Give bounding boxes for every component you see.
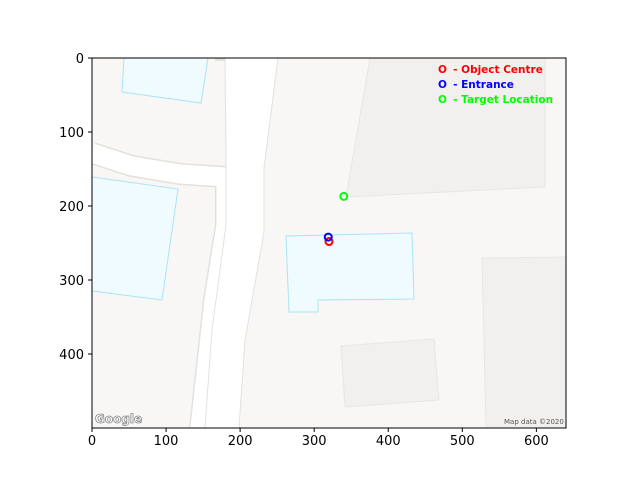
x-tick-label: 200	[228, 434, 253, 449]
legend-label: - Target Location	[453, 94, 553, 106]
plot-frame	[91, 57, 567, 429]
map-attribution: Map data ©2020	[504, 418, 564, 426]
legend-marker-symbol: O	[438, 64, 447, 76]
x-tick-label: 500	[450, 434, 475, 449]
x-tick-label: 300	[302, 434, 327, 449]
legend-label: - Object Centre	[453, 64, 543, 76]
y-tick-label: 0	[76, 52, 84, 67]
building-target	[285, 232, 415, 313]
legend-label: - Entrance	[453, 79, 514, 91]
x-tick-label: 400	[376, 434, 401, 449]
main-road	[204, 58, 279, 428]
map-plot-area: O - Object Centre O - Entrance O - Target L…	[91, 57, 567, 429]
y-axis: 0 100 200 300 400	[59, 52, 92, 363]
y-tick-label: 200	[59, 200, 84, 215]
entrance-marker	[323, 232, 333, 242]
object-centre-marker	[324, 237, 334, 247]
map-block	[481, 256, 566, 428]
legend-item-object-centre: O - Object Centre	[438, 64, 543, 76]
building	[92, 176, 179, 301]
legend-marker-symbol: O	[438, 94, 447, 106]
x-tick-label: 0	[88, 434, 96, 449]
target-location-marker	[339, 191, 349, 201]
y-tick-label: 100	[59, 126, 84, 141]
google-logo: Google	[95, 412, 142, 426]
map-block	[345, 58, 546, 198]
x-axis: 0 100 200 300 400 500 600	[88, 428, 549, 449]
legend-item-target-location: O - Target Location	[438, 94, 553, 106]
legend-marker-symbol: O	[438, 79, 447, 91]
map-block	[340, 338, 440, 408]
map-roads	[92, 58, 279, 428]
map-markers	[323, 191, 349, 247]
legend: O - Object Centre O - Entrance O - Target L…	[438, 64, 553, 106]
y-tick-label: 400	[59, 348, 84, 363]
legend-item-entrance: O - Entrance	[438, 79, 514, 91]
y-tick-label: 300	[59, 274, 84, 289]
x-tick-label: 100	[154, 434, 179, 449]
building	[121, 58, 209, 104]
x-tick-label: 600	[524, 434, 549, 449]
